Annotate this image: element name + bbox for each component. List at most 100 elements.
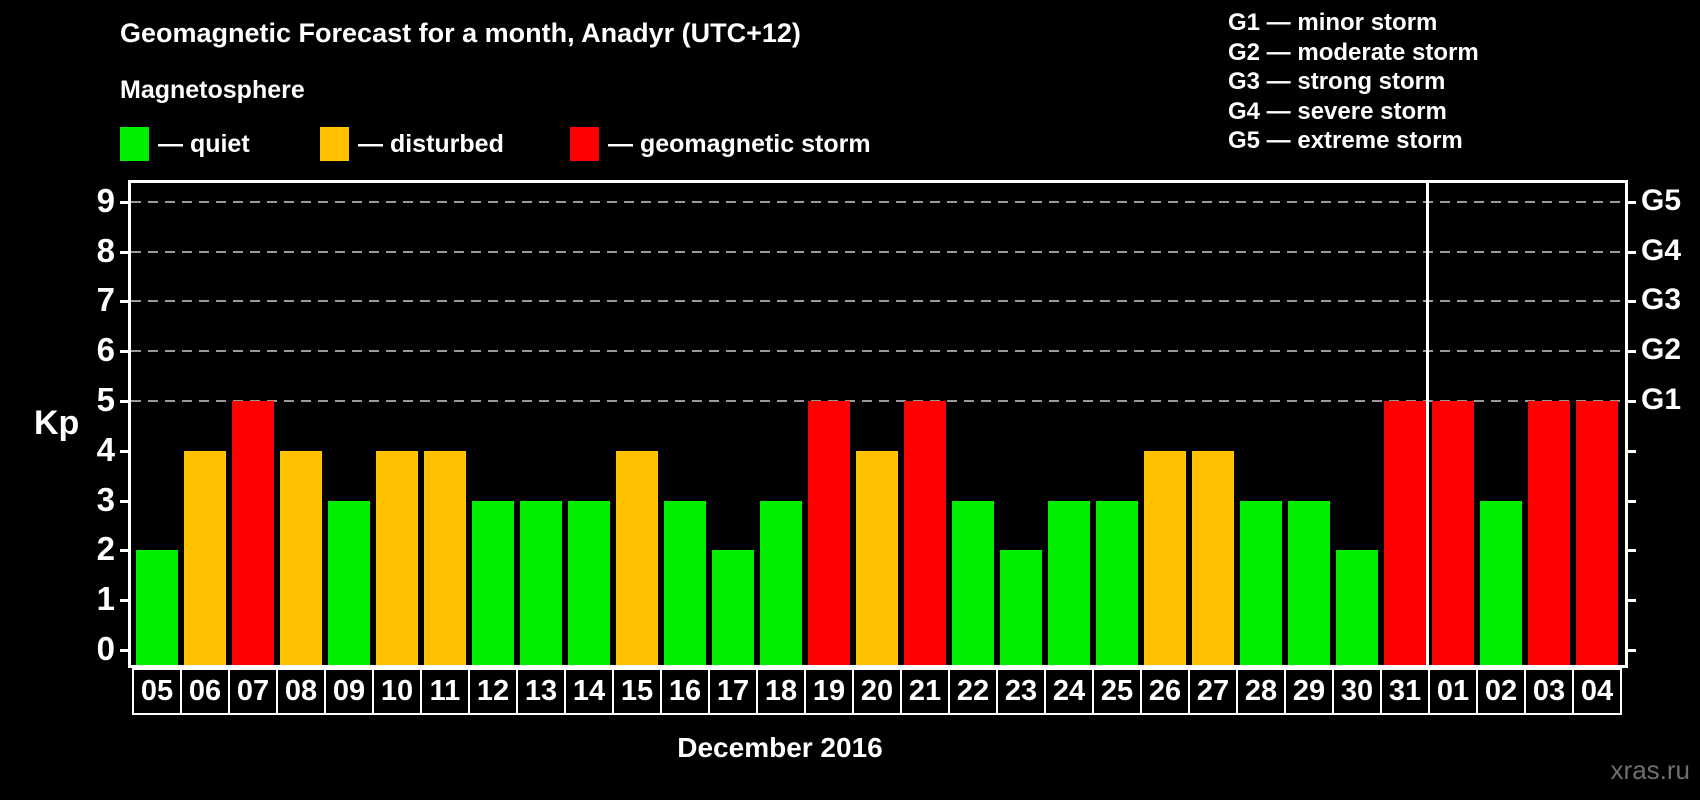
y-tick-label: 2 xyxy=(96,530,115,568)
day-label: 12 xyxy=(468,668,518,715)
y-tick xyxy=(120,599,131,603)
y-tick xyxy=(120,449,131,453)
bar xyxy=(1000,550,1042,665)
legend-label-storm: — geomagnetic storm xyxy=(608,129,871,158)
y-tick-right xyxy=(1625,599,1636,603)
gridline xyxy=(131,350,1625,353)
day-label: 01 xyxy=(1428,668,1478,715)
day-label: 26 xyxy=(1140,668,1190,715)
g-legend-line-g5: G5 — extreme storm xyxy=(1228,127,1463,154)
bar xyxy=(760,501,802,665)
gridline xyxy=(131,400,1625,402)
bar xyxy=(376,451,418,665)
disturbed-color-swatch xyxy=(320,127,349,161)
y-tick-right xyxy=(1625,400,1636,403)
bar xyxy=(232,401,274,665)
g-legend-line-g2: G2 — moderate storm xyxy=(1228,38,1479,66)
plot-frame xyxy=(128,180,1628,668)
bar xyxy=(1528,401,1570,665)
y-tick-label: 3 xyxy=(96,480,115,518)
page-title: Geomagnetic Forecast for a month, Anadyr… xyxy=(120,18,801,48)
legend-item-quiet: — quiet xyxy=(120,126,250,162)
day-label: 23 xyxy=(996,668,1046,715)
bar xyxy=(1576,401,1618,665)
bar xyxy=(1144,451,1186,665)
day-label: 16 xyxy=(660,668,710,715)
y-tick-label: 1 xyxy=(96,580,115,618)
bar xyxy=(904,401,946,665)
bar xyxy=(280,451,322,665)
day-label: 31 xyxy=(1380,668,1430,715)
y-tick-label: 6 xyxy=(96,331,115,369)
day-label: 24 xyxy=(1044,668,1094,715)
y-tick xyxy=(120,250,131,254)
day-label: 10 xyxy=(372,668,422,715)
bar xyxy=(664,501,706,665)
day-label: 14 xyxy=(564,668,614,715)
bar xyxy=(568,501,610,665)
day-label: 21 xyxy=(900,668,950,715)
g-tick-label: G3 xyxy=(1641,283,1682,317)
bar xyxy=(856,451,898,665)
day-label: 22 xyxy=(948,668,998,715)
bar xyxy=(616,451,658,665)
y-tick-label: 9 xyxy=(96,181,115,219)
g-legend-line-g3: G3 — strong storm xyxy=(1228,68,1446,95)
day-label: 08 xyxy=(276,668,326,715)
day-label: 20 xyxy=(852,668,902,715)
day-label: 19 xyxy=(804,668,854,715)
y-tick-right xyxy=(1625,250,1636,254)
y-tick-right xyxy=(1625,649,1636,652)
y-tick-right xyxy=(1625,200,1636,204)
bar xyxy=(952,501,994,665)
month-separator xyxy=(1426,183,1429,665)
g-legend-line-g1: G1 — minor storm xyxy=(1228,9,1438,36)
quiet-color-swatch xyxy=(120,127,149,161)
gridline xyxy=(131,200,1625,203)
bar xyxy=(1432,401,1474,665)
bar xyxy=(1096,501,1138,665)
y-tick-right xyxy=(1625,449,1636,453)
y-tick-right xyxy=(1625,499,1636,503)
magnetosphere-label: Magnetosphere xyxy=(120,76,305,104)
bar xyxy=(1336,550,1378,665)
day-label: 30 xyxy=(1332,668,1382,715)
day-label: 03 xyxy=(1524,668,1574,715)
y-tick-right xyxy=(1625,300,1636,304)
day-label: 28 xyxy=(1236,668,1286,715)
bar xyxy=(808,401,850,665)
day-label: 13 xyxy=(516,668,566,715)
bar xyxy=(1048,501,1090,665)
legend-label-quiet: — quiet xyxy=(158,129,250,158)
y-tick-label: 5 xyxy=(96,381,115,418)
bar xyxy=(136,550,178,665)
y-tick xyxy=(120,300,131,304)
bar xyxy=(328,501,370,665)
y-tick-label: 4 xyxy=(96,430,115,468)
day-label: 27 xyxy=(1188,668,1238,715)
y-tick xyxy=(120,649,131,652)
day-label: 11 xyxy=(420,668,470,715)
legend-item-disturbed: — disturbed xyxy=(320,126,504,162)
y-tick-label: 0 xyxy=(96,630,115,667)
g-tick-label: G5 xyxy=(1641,183,1682,217)
g-tick-label: G1 xyxy=(1641,383,1682,416)
bar xyxy=(1384,401,1426,665)
day-label: 07 xyxy=(228,668,278,715)
bar xyxy=(184,451,226,665)
day-label: 06 xyxy=(180,668,230,715)
y-tick xyxy=(120,350,131,354)
day-label: 05 xyxy=(132,668,182,715)
g-legend-line-g4: G4 — severe storm xyxy=(1228,97,1447,125)
bar xyxy=(1192,451,1234,665)
day-label: 09 xyxy=(324,668,374,715)
y-tick-right xyxy=(1625,549,1636,553)
y-tick xyxy=(120,200,131,204)
y-tick xyxy=(120,400,131,403)
day-label: 29 xyxy=(1284,668,1334,715)
bar xyxy=(1240,501,1282,665)
y-tick-right xyxy=(1625,350,1636,354)
bar xyxy=(520,501,562,665)
g-tick-label: G4 xyxy=(1641,233,1682,267)
